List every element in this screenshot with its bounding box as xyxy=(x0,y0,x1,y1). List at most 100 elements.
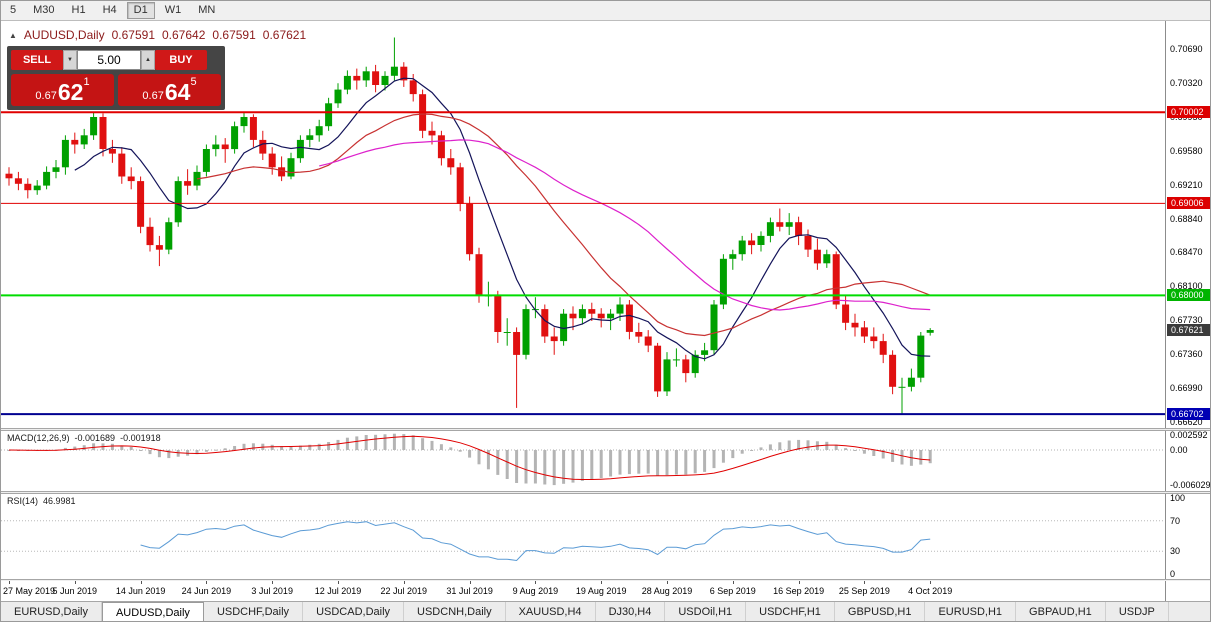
chart-tab-audusd-daily[interactable]: AUDUSD,Daily xyxy=(101,602,204,621)
chart-tab-xauusd-h4[interactable]: XAUUSD,H4 xyxy=(505,602,596,621)
time-axis-tick xyxy=(74,581,76,584)
price-level-tag: 0.69006 xyxy=(1167,197,1210,210)
macd-axis[interactable]: 0.002592 0.00 -0.006029 xyxy=(1165,431,1211,491)
timeframe-button-d1[interactable]: D1 xyxy=(126,2,155,19)
time-axis-tick xyxy=(798,581,800,584)
price-axis-tick: 0.70690 xyxy=(1170,44,1203,55)
volume-spin-up-button[interactable]: ▲ xyxy=(141,50,155,70)
time-axis-label: 12 Jul 2019 xyxy=(314,586,362,596)
rsi-header: RSI(14) 46.9981 xyxy=(7,496,81,506)
price-level-tag: 0.66702 xyxy=(1167,408,1210,421)
ohlc-low: 0.67591 xyxy=(212,28,256,42)
timeframe-button-h4[interactable]: H4 xyxy=(102,4,117,16)
price-axis-tick: 0.66620 xyxy=(1170,416,1203,427)
main-chart-panel: ▲ AUDUSD,Daily 0.67591 0.67642 0.67591 0… xyxy=(1,21,1210,428)
time-axis-label: 14 Jun 2019 xyxy=(115,586,166,596)
macd-indicator-panel: MACD(12,26,9) -0.001689 -0.001918 0.002592… xyxy=(1,431,1211,491)
macd-axis-label: -0.006029 xyxy=(1170,480,1211,490)
timeframe-button-5[interactable]: 5 xyxy=(10,4,17,16)
time-axis-panel[interactable]: 27 May 2019 5 Jun 2019 14 Jun 2019 24 Jun 2… xyxy=(1,581,1210,601)
ask-big-digits: 64 xyxy=(164,79,191,105)
price-axis[interactable]: 0.706900.703200.699500.695800.692100.688… xyxy=(1165,21,1210,428)
chart-tab-dj30-h4[interactable]: DJ30,H4 xyxy=(595,602,666,621)
time-axis-tick xyxy=(403,581,405,584)
ohlc-high: 0.67642 xyxy=(162,28,206,42)
trade-buttons-row: SELL ▼ ▲ BUY xyxy=(11,50,221,70)
price-chart-canvas[interactable] xyxy=(1,21,1165,428)
ma-line-8 xyxy=(74,77,931,360)
bid-ask-row: 0.67 62 1 0.67 64 5 xyxy=(11,74,221,106)
time-axis-tick xyxy=(535,581,537,584)
macd-value-signal: -0.001918 xyxy=(120,433,161,443)
rsi-axis-label: 70 xyxy=(1170,515,1181,526)
time-axis-tick xyxy=(9,581,10,584)
panel-separator[interactable] xyxy=(1,491,1210,494)
price-level-tag: 0.68000 xyxy=(1167,289,1210,302)
time-axis-tick xyxy=(338,581,339,584)
time-axis-tick xyxy=(601,581,603,584)
rsi-axis-label: 0 xyxy=(1170,569,1176,579)
time-axis-label: 22 Jul 2019 xyxy=(380,586,428,596)
panel-separator[interactable] xyxy=(1,428,1210,431)
price-axis-tick: 0.68100 xyxy=(1170,281,1203,292)
timeframe-button-m30[interactable]: M30 xyxy=(33,4,55,16)
volume-input[interactable] xyxy=(77,50,141,70)
ask-pip-digit: 5 xyxy=(190,76,197,88)
timeframe-button-mn[interactable]: MN xyxy=(198,4,216,16)
ohlc-close: 0.67621 xyxy=(262,28,307,42)
price-axis-tick: 0.67360 xyxy=(1170,348,1203,359)
price-level-tag: 0.70002 xyxy=(1167,106,1210,119)
time-axis-tick xyxy=(206,581,208,584)
time-axis-label: 16 Sep 2019 xyxy=(773,586,825,596)
time-axis-label: 3 Jul 2019 xyxy=(251,586,293,596)
chart-tab-gbpaud-h1[interactable]: GBPAUD,H1 xyxy=(1016,602,1106,621)
ma-line-21 xyxy=(196,113,931,337)
time-axis-label: 5 Jun 2019 xyxy=(52,586,98,596)
chart-tab-usdjp[interactable]: USDJP xyxy=(1105,602,1169,621)
volume-spin-down-button[interactable]: ▼ xyxy=(63,50,77,70)
price-axis-tick: 0.70320 xyxy=(1170,78,1203,89)
rsi-indicator-panel: RSI(14) 46.9981 100 70 30 0 xyxy=(1,494,1210,579)
price-axis-tick: 0.68470 xyxy=(1170,247,1203,258)
time-axis-tick xyxy=(667,581,668,584)
macd-canvas[interactable] xyxy=(1,431,1165,491)
time-axis-label: 28 Aug 2019 xyxy=(641,586,693,596)
price-axis-tick: 0.69210 xyxy=(1170,179,1203,190)
time-axis-tick xyxy=(732,581,734,584)
chart-tab-usdchf-daily[interactable]: USDCHF,Daily xyxy=(203,602,304,621)
ohlc-open: 0.67591 xyxy=(111,28,155,42)
rsi-canvas[interactable] xyxy=(1,494,1165,579)
time-axis[interactable]: 27 May 2019 5 Jun 2019 14 Jun 2019 24 Jun 2… xyxy=(1,581,1165,601)
chart-tab-usdchf-h1[interactable]: USDCHF,H1 xyxy=(746,602,835,621)
buy-button[interactable]: BUY xyxy=(155,50,207,70)
sell-button[interactable]: SELL xyxy=(11,50,63,70)
chart-tab-eurusd-h1[interactable]: EURUSD,H1 xyxy=(925,602,1017,621)
price-axis-tick: 0.68840 xyxy=(1170,213,1203,224)
collapse-trade-panel-icon[interactable]: ▲ xyxy=(9,30,17,40)
chart-tab-usdcnh-daily[interactable]: USDCNH,Daily xyxy=(404,602,506,621)
bid-prefix: 0.67 xyxy=(35,90,57,102)
time-axis-tick xyxy=(140,581,142,584)
macd-value-main: -0.001689 xyxy=(74,433,116,443)
ask-prefix: 0.67 xyxy=(142,90,164,102)
symbol-title: AUDUSD,Daily xyxy=(23,28,105,42)
bid-price-display[interactable]: 0.67 62 1 xyxy=(11,74,114,106)
rsi-axis[interactable]: 100 70 30 0 xyxy=(1165,494,1210,579)
timeframe-button-w1[interactable]: W1 xyxy=(164,4,182,16)
chart-tab-eurusd-daily[interactable]: EURUSD,Daily xyxy=(1,602,102,621)
macd-header: MACD(12,26,9) -0.001689 -0.001918 xyxy=(7,433,166,443)
timeframe-button-h1[interactable]: H1 xyxy=(71,4,86,16)
rsi-axis-label: 100 xyxy=(1170,494,1186,503)
chart-tab-usdoil-h1[interactable]: USDOil,H1 xyxy=(665,602,747,621)
time-axis-label: 25 Sep 2019 xyxy=(838,586,890,596)
rsi-line xyxy=(140,521,931,562)
chart-tab-gbpusd-h1[interactable]: GBPUSD,H1 xyxy=(834,602,926,621)
price-axis-tick: 0.66990 xyxy=(1170,382,1203,393)
time-axis-label: 31 Jul 2019 xyxy=(446,586,493,596)
macd-axis-label: 0.002592 xyxy=(1170,431,1208,440)
chart-tab-usdcad-daily[interactable]: USDCAD,Daily xyxy=(303,602,405,621)
ask-price-display[interactable]: 0.67 64 5 xyxy=(118,74,221,106)
time-axis-label: 4 Oct 2019 xyxy=(908,586,953,596)
